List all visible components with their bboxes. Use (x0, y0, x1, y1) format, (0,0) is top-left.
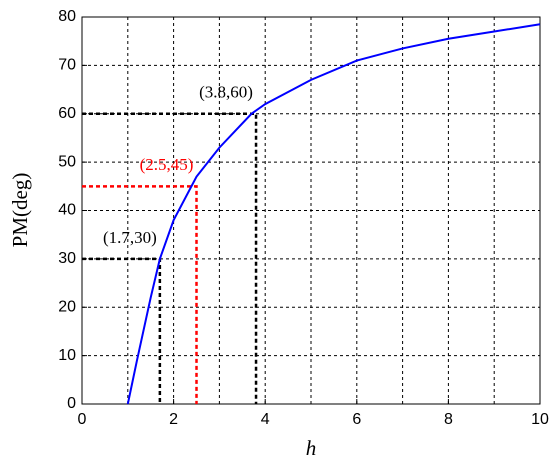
y-axis-label: PM(deg) (8, 173, 32, 248)
x-tick-label: 4 (261, 411, 270, 428)
annotation-guide (82, 257, 162, 404)
annotation-label: (1.7,30) (103, 228, 157, 247)
x-axis-label: h (306, 436, 317, 460)
annotation-label: (2.5,45) (140, 155, 194, 174)
x-tick-label: 10 (531, 411, 549, 428)
y-tick-label: 0 (67, 395, 76, 412)
x-tick-label: 2 (169, 411, 178, 428)
y-tick-label: 70 (58, 57, 76, 74)
plot-frame (81, 16, 541, 405)
annotation-guide (82, 185, 198, 404)
annotation-guide (82, 112, 258, 404)
data-line (126, 23, 541, 405)
x-tick-label: 8 (444, 411, 453, 428)
y-tick-label: 30 (58, 250, 76, 267)
x-tick-label: 0 (78, 411, 87, 428)
y-tick-label: 80 (58, 8, 76, 25)
y-tick-label: 20 (58, 298, 76, 315)
annotation-label: (3.8,60) (199, 83, 253, 102)
y-tick-label: 50 (58, 153, 76, 170)
x-tick-label: 6 (352, 411, 361, 428)
y-tick-label: 60 (58, 105, 76, 122)
y-tick-label: 10 (58, 347, 76, 364)
y-tick-label: 40 (58, 202, 76, 219)
